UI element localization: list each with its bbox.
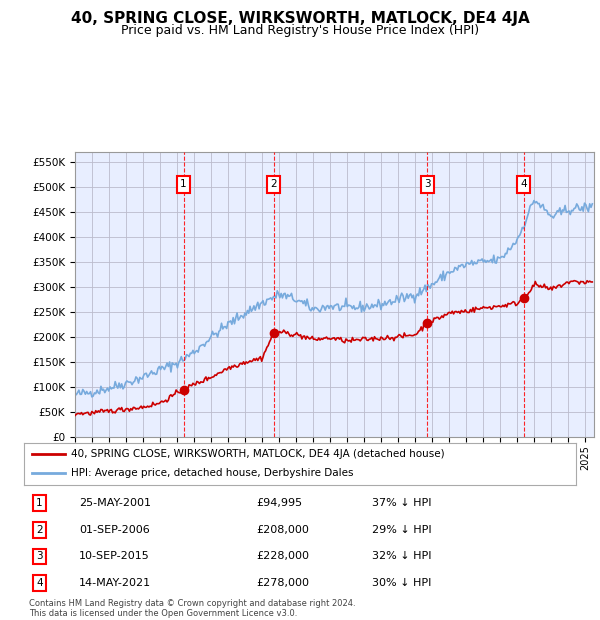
Text: £278,000: £278,000 bbox=[256, 578, 309, 588]
Text: 29% ↓ HPI: 29% ↓ HPI bbox=[372, 525, 431, 535]
Text: 37% ↓ HPI: 37% ↓ HPI bbox=[372, 498, 431, 508]
Text: £94,995: £94,995 bbox=[256, 498, 302, 508]
Text: 2: 2 bbox=[36, 525, 43, 535]
Text: 2: 2 bbox=[270, 179, 277, 190]
Text: 3: 3 bbox=[424, 179, 430, 190]
Text: 10-SEP-2015: 10-SEP-2015 bbox=[79, 551, 150, 562]
Text: 4: 4 bbox=[520, 179, 527, 190]
Text: 3: 3 bbox=[36, 551, 43, 562]
Text: Contains HM Land Registry data © Crown copyright and database right 2024.
This d: Contains HM Land Registry data © Crown c… bbox=[29, 599, 355, 618]
Text: HPI: Average price, detached house, Derbyshire Dales: HPI: Average price, detached house, Derb… bbox=[71, 469, 353, 479]
Text: 1: 1 bbox=[36, 498, 43, 508]
Text: 4: 4 bbox=[36, 578, 43, 588]
Text: 40, SPRING CLOSE, WIRKSWORTH, MATLOCK, DE4 4JA: 40, SPRING CLOSE, WIRKSWORTH, MATLOCK, D… bbox=[71, 11, 529, 26]
Text: 14-MAY-2021: 14-MAY-2021 bbox=[79, 578, 151, 588]
Text: 25-MAY-2001: 25-MAY-2001 bbox=[79, 498, 151, 508]
Text: 32% ↓ HPI: 32% ↓ HPI bbox=[372, 551, 431, 562]
Text: Price paid vs. HM Land Registry's House Price Index (HPI): Price paid vs. HM Land Registry's House … bbox=[121, 24, 479, 37]
Text: 40, SPRING CLOSE, WIRKSWORTH, MATLOCK, DE4 4JA (detached house): 40, SPRING CLOSE, WIRKSWORTH, MATLOCK, D… bbox=[71, 449, 445, 459]
Text: £208,000: £208,000 bbox=[256, 525, 309, 535]
Text: £228,000: £228,000 bbox=[256, 551, 309, 562]
Text: 01-SEP-2006: 01-SEP-2006 bbox=[79, 525, 150, 535]
Text: 1: 1 bbox=[180, 179, 187, 190]
Text: 30% ↓ HPI: 30% ↓ HPI bbox=[372, 578, 431, 588]
